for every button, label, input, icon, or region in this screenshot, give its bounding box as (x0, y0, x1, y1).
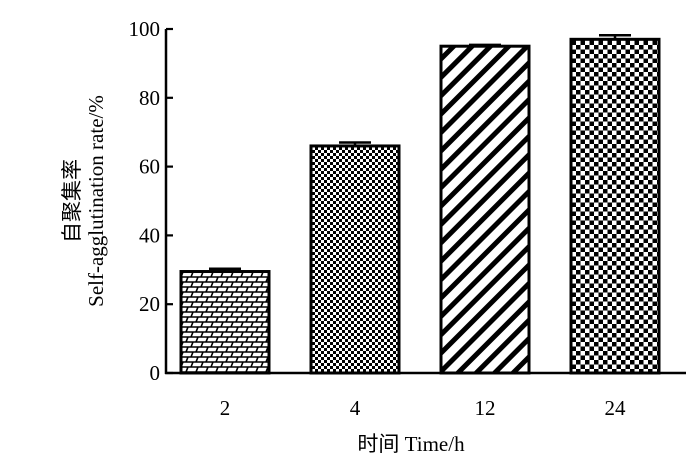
y-tick-label: 60 (139, 155, 160, 179)
y-tick-label: 0 (150, 361, 161, 385)
error-bar (599, 33, 631, 40)
bar (439, 44, 531, 375)
x-tick-label: 2 (220, 396, 231, 420)
y-tick-label: 80 (139, 86, 160, 110)
y-ticks-group: 0 20 40 60 80 100 (129, 17, 173, 385)
y-tick-label: 40 (139, 223, 160, 247)
bar (309, 144, 401, 375)
y-axis-title-line1: 自聚集率 (60, 159, 84, 243)
x-axis-title: 时间 Time/h (357, 432, 465, 456)
bar (179, 270, 271, 375)
bars-group (179, 37, 661, 375)
y-tick-label: 20 (139, 292, 160, 316)
error-bar (339, 141, 371, 146)
error-bars-group (209, 33, 631, 272)
y-tick-label: 100 (129, 17, 161, 41)
x-ticks-group: 2 4 12 24 (220, 396, 626, 420)
y-axis-title-line2: Self-agglutination rate/% (84, 95, 108, 307)
bar (569, 37, 661, 375)
x-tick-label: 24 (605, 396, 627, 420)
x-tick-label: 4 (350, 396, 361, 420)
y-axis-title: 自聚集率 Self-agglutination rate/% (60, 95, 108, 307)
error-bar (469, 43, 501, 47)
error-bar (209, 267, 241, 272)
x-tick-label: 12 (475, 396, 496, 420)
